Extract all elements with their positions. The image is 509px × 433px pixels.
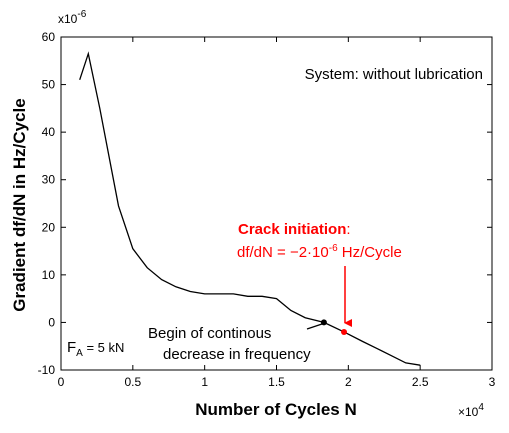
x-tick-label: 1.5 bbox=[268, 375, 285, 389]
y-multiplier: x10-6 bbox=[58, 9, 87, 26]
x-axis-title: Number of Cycles N bbox=[195, 400, 357, 419]
y-tick-label: 20 bbox=[42, 220, 56, 234]
crack-initiation-point bbox=[341, 328, 348, 335]
x-multiplier: ×104 bbox=[458, 402, 484, 419]
x-tick-label: 2 bbox=[345, 375, 352, 389]
x-tick-label: 0 bbox=[58, 375, 65, 389]
y-tick-label: 40 bbox=[42, 125, 56, 139]
x-tick-label: 0.5 bbox=[124, 375, 141, 389]
begin-decrease-label-line2: decrease in frequency bbox=[163, 346, 311, 363]
y-axis-ticks: -10 0 10 20 30 40 50 60 bbox=[38, 30, 492, 377]
crack-initiation-title: Crack initiation: bbox=[238, 221, 351, 238]
crack-initiation-formula: df/dN = −2·10-6 Hz/Cycle bbox=[237, 243, 402, 261]
begin-decrease-arrow bbox=[306, 322, 326, 330]
y-tick-label: 0 bbox=[48, 315, 55, 329]
x-tick-label: 2.5 bbox=[412, 375, 429, 389]
y-tick-label: 10 bbox=[42, 268, 56, 282]
system-annotation: System: without lubrication bbox=[305, 66, 483, 83]
x-axis-ticks: 0 0.5 1 1.5 2 2.5 3 bbox=[58, 37, 496, 389]
y-tick-label: -10 bbox=[38, 363, 56, 377]
y-tick-label: 60 bbox=[42, 30, 56, 44]
y-axis-title: Gradient df/dN in Hz/Cycle bbox=[10, 98, 29, 311]
y-tick-label: 30 bbox=[42, 173, 56, 187]
x-tick-label: 1 bbox=[201, 375, 208, 389]
force-label: FA = 5 kN bbox=[67, 339, 124, 359]
begin-decrease-label-line1: Begin of continous bbox=[148, 325, 271, 342]
x-tick-label: 3 bbox=[489, 375, 496, 389]
y-tick-label: 50 bbox=[42, 78, 56, 92]
gradient-series-line bbox=[79, 51, 421, 366]
plot-frame bbox=[60, 36, 493, 371]
